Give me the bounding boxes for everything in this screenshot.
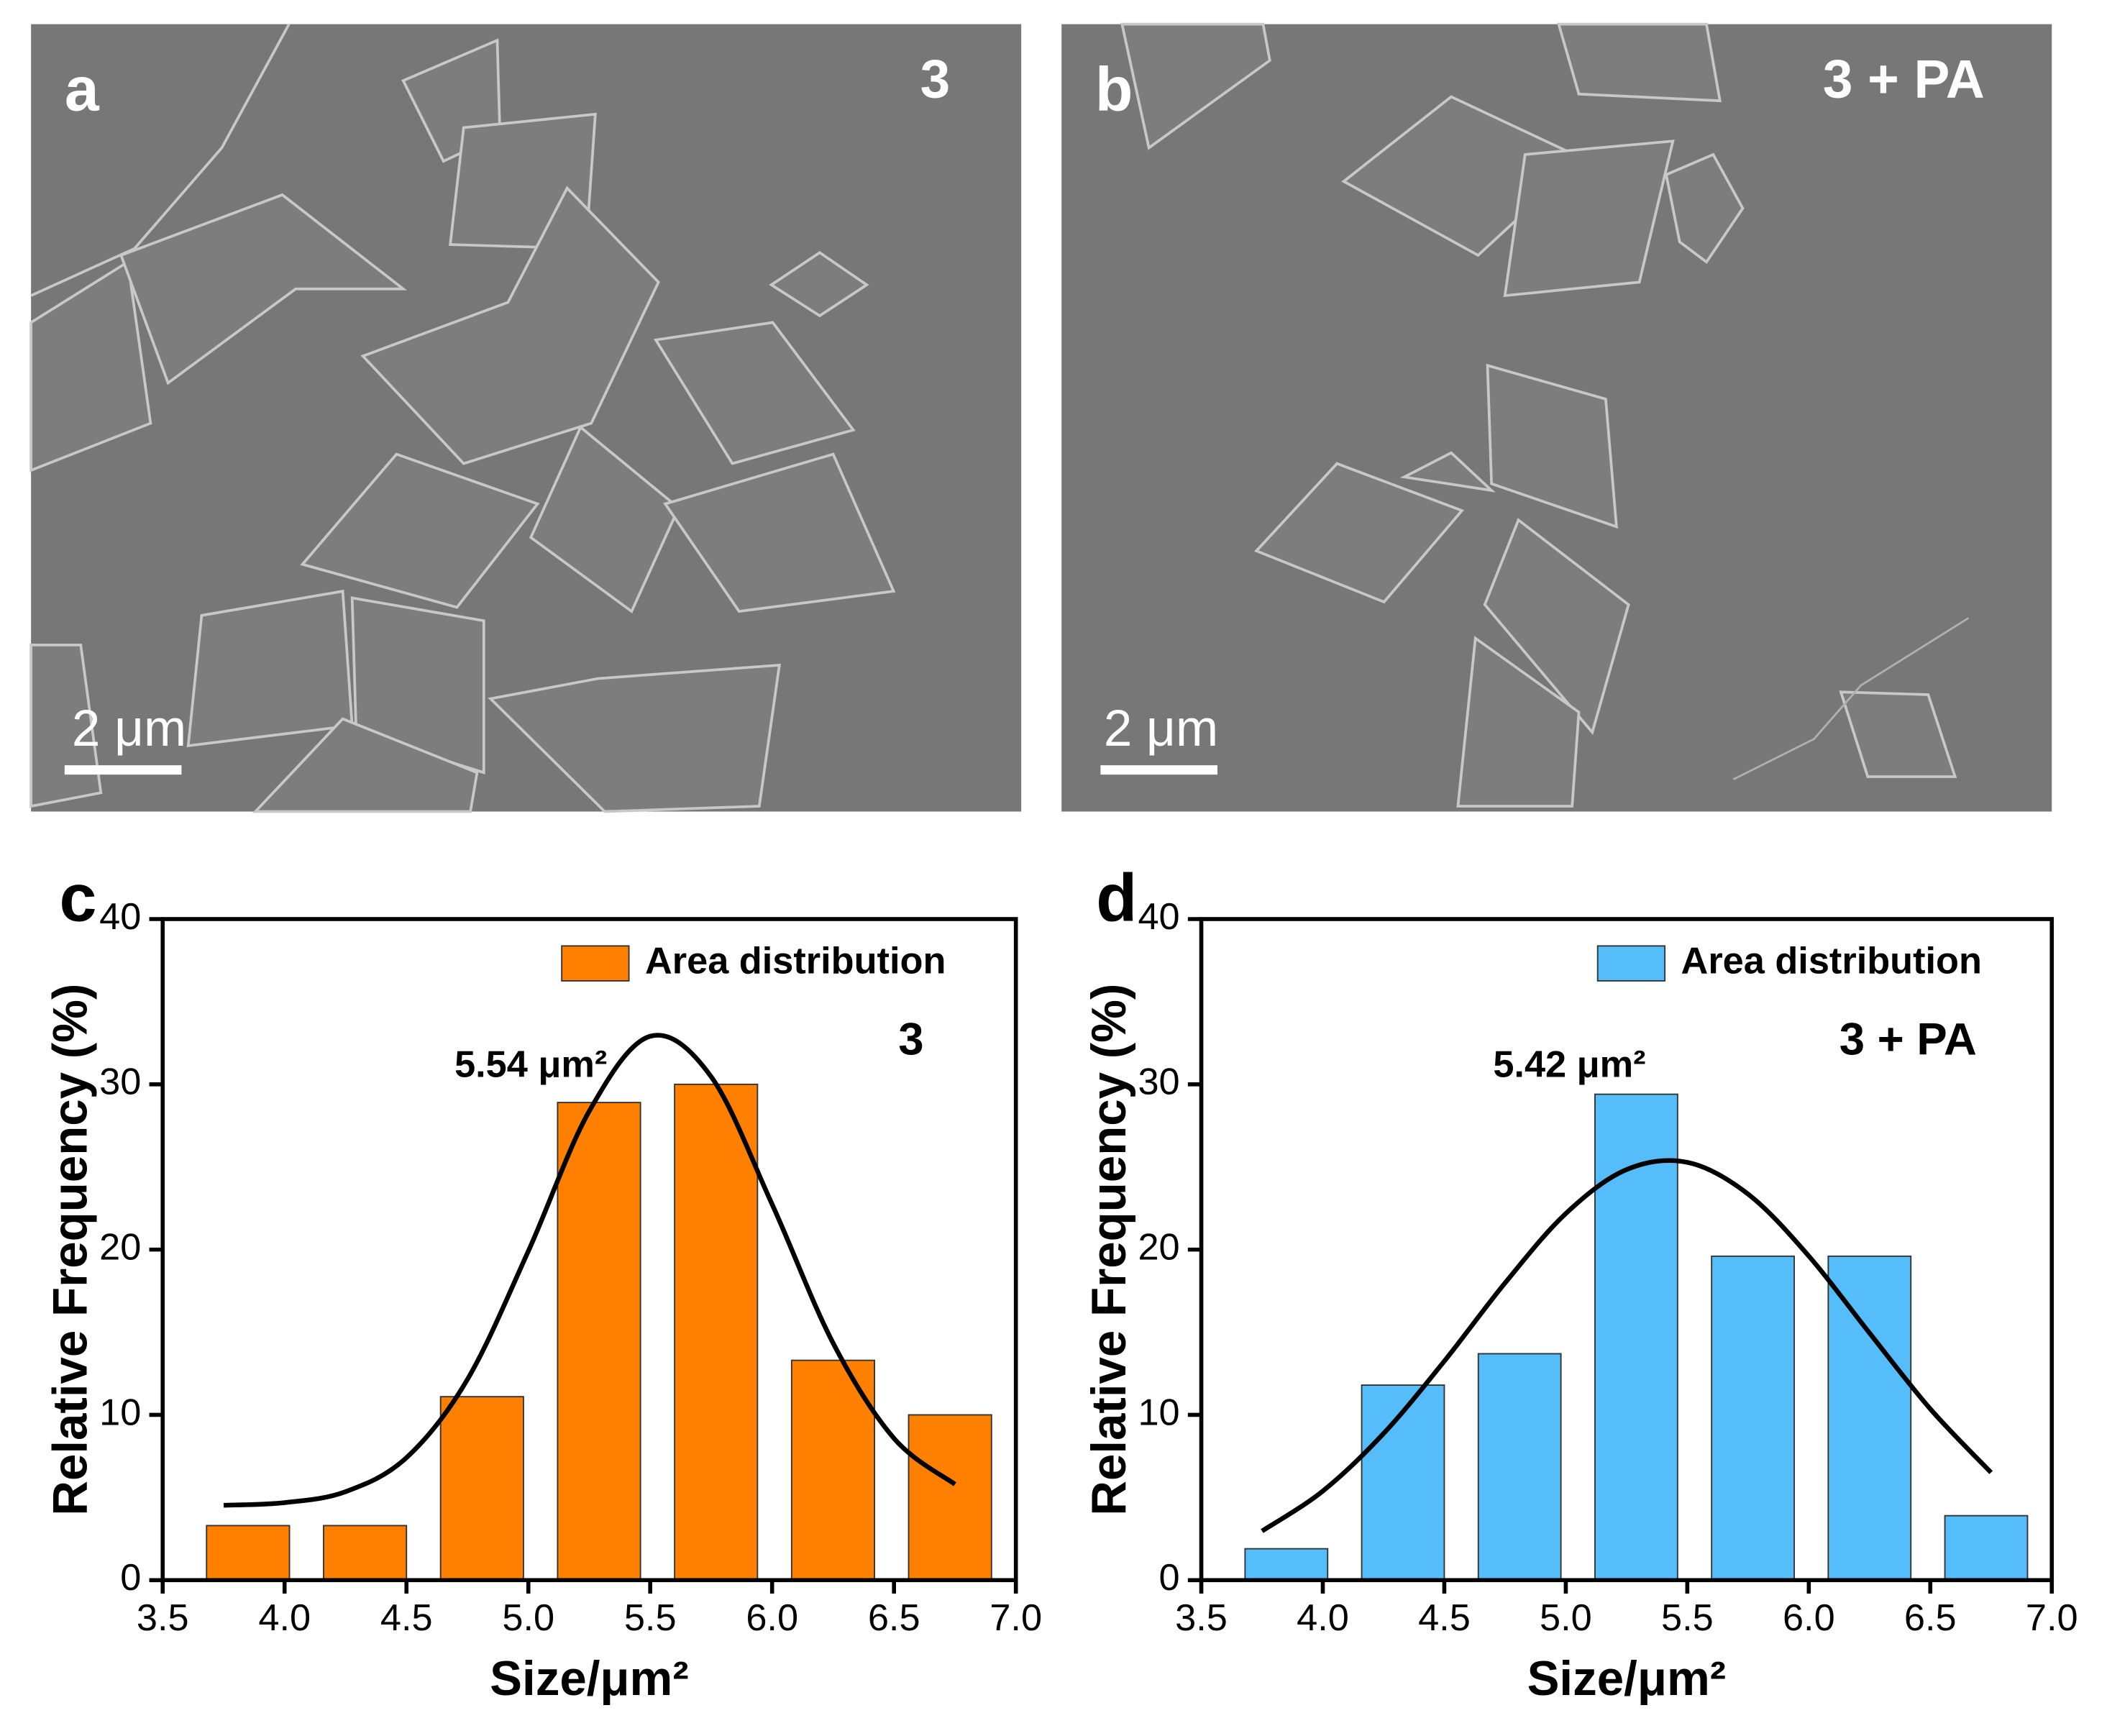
bar: [557, 1102, 641, 1581]
x-tick-label: 5.0: [502, 1597, 554, 1639]
panel-label: b: [1095, 55, 1133, 124]
y-axis-label: Relative Frequency (%): [1082, 984, 1136, 1516]
bar: [908, 1414, 992, 1581]
x-tick-label: 6.5: [1904, 1597, 1957, 1639]
legend-swatch: [1596, 945, 1666, 982]
sample-label: 3: [898, 1014, 923, 1065]
bar: [1244, 1548, 1329, 1581]
legend-label: Area distribution: [645, 940, 946, 982]
sample-label: 3: [920, 49, 951, 109]
x-tick-label: 4.0: [258, 1597, 311, 1639]
legend-swatch: [561, 945, 630, 982]
y-tick-label: 40: [1138, 896, 1179, 938]
x-tick-label: 6.5: [868, 1597, 920, 1639]
x-tick-label: 4.0: [1297, 1597, 1349, 1639]
bar: [206, 1525, 291, 1581]
panel-label: a: [65, 55, 100, 124]
scale-bar-label: 2 μm: [72, 700, 186, 757]
x-tick-label: 4.5: [1418, 1597, 1471, 1639]
bar: [1827, 1255, 1912, 1581]
bar: [1594, 1093, 1678, 1581]
x-tick-label: 3.5: [1175, 1597, 1228, 1639]
bar: [323, 1525, 408, 1581]
fit-curve: [223, 1033, 956, 1508]
panel-label: c: [60, 859, 97, 935]
bar: [1711, 1255, 1795, 1581]
x-tick-label: 5.0: [1540, 1597, 1592, 1639]
bar: [439, 1396, 524, 1581]
x-tick-label: 5.5: [1661, 1597, 1714, 1639]
peak-annotation: 5.42 μm²: [1493, 1043, 1645, 1085]
bar: [674, 1083, 759, 1581]
sem-image-a: [29, 23, 1022, 813]
x-tick-label: 6.0: [1783, 1597, 1835, 1639]
bar: [790, 1359, 876, 1581]
fit-curve: [1261, 1158, 1993, 1533]
bar: [1361, 1384, 1445, 1581]
y-tick-label: 10: [1138, 1392, 1179, 1433]
y-tick-label: 10: [99, 1392, 141, 1433]
x-tick-label: 6.0: [746, 1597, 798, 1639]
scale-bar-label: 2 μm: [1104, 700, 1218, 757]
sample-label: 3 + PA: [1839, 1014, 1977, 1065]
x-tick-label: 5.5: [624, 1597, 677, 1639]
y-axis-label: Relative Frequency (%): [44, 984, 98, 1516]
y-tick-label: 40: [99, 896, 141, 938]
x-axis-label: Size/μm²: [490, 1652, 689, 1706]
x-tick-label: 7.0: [2026, 1597, 2078, 1639]
x-tick-label: 3.5: [137, 1597, 189, 1639]
y-tick-label: 0: [120, 1557, 141, 1599]
bar: [1477, 1353, 1562, 1581]
bar: [1944, 1515, 2029, 1581]
x-axis-label: Size/μm²: [1527, 1652, 1727, 1706]
y-tick-label: 0: [1159, 1557, 1180, 1599]
sample-label: 3 + PA: [1823, 49, 1985, 109]
peak-annotation: 5.54 μm²: [454, 1043, 607, 1085]
y-tick-label: 30: [99, 1061, 141, 1103]
panel-label: d: [1096, 859, 1137, 935]
x-tick-label: 7.0: [989, 1597, 1042, 1639]
sem-image-b: [1061, 22, 2052, 812]
x-tick-label: 4.5: [380, 1597, 433, 1639]
y-tick-label: 30: [1138, 1061, 1179, 1103]
legend-label: Area distribution: [1681, 940, 1982, 982]
y-tick-label: 20: [99, 1226, 141, 1268]
y-tick-label: 20: [1138, 1226, 1179, 1268]
